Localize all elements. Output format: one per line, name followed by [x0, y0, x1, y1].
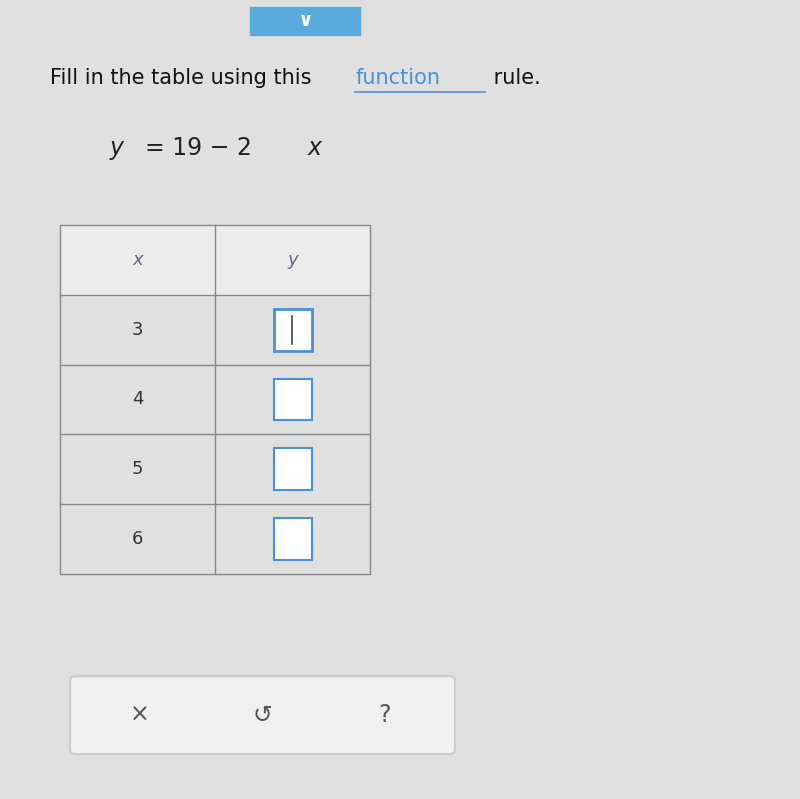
Bar [274, 379, 311, 420]
Bar [274, 519, 311, 560]
Bar [250, 7, 360, 35]
Text: Fill in the table using this: Fill in the table using this [50, 68, 318, 88]
Text: x: x [132, 251, 143, 268]
Text: 3: 3 [132, 320, 143, 339]
Text: function: function [355, 68, 440, 88]
Text: 4: 4 [132, 391, 143, 408]
Bar [274, 448, 311, 491]
Bar [60, 225, 370, 574]
Text: 6: 6 [132, 531, 143, 548]
Text: ×: × [130, 703, 150, 727]
Bar [274, 308, 311, 351]
Bar [60, 225, 370, 295]
FancyBboxPatch shape [70, 676, 455, 754]
Text: ∨: ∨ [297, 11, 313, 30]
Text: y: y [287, 251, 298, 268]
Text: y: y [110, 136, 124, 160]
Text: 5: 5 [132, 460, 143, 479]
Text: x: x [308, 136, 322, 160]
Text: = 19 − 2: = 19 − 2 [145, 136, 252, 160]
Text: ?: ? [378, 703, 391, 727]
Text: rule.: rule. [487, 68, 541, 88]
Text: ↺: ↺ [252, 703, 272, 727]
